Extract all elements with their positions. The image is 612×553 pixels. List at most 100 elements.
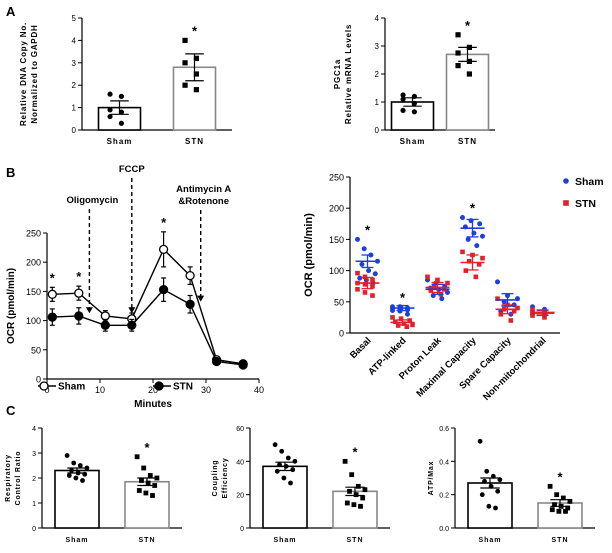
mtdna-point [107, 113, 113, 120]
atp-max-chart-svg: 0.0 0.2 0.4 0.6 Sham STN * ATP/Max [428, 426, 595, 544]
rcr-point [154, 475, 160, 481]
ocr-params-point-stn [530, 306, 535, 312]
ocr-params-point-sham [439, 296, 445, 302]
pgc1a-point [400, 96, 406, 102]
coupling-point [355, 483, 361, 489]
pgc1a-xlabel-stn: STN [458, 137, 477, 146]
ocr-params-point-stn [498, 311, 504, 317]
mtdna-ylabel: Relative DNA Copy No. [19, 22, 28, 126]
atp-max-point [560, 495, 566, 501]
ocr-params-ytick-label: 250 [329, 173, 344, 183]
coupling-point [272, 442, 278, 448]
coupling-ylabel: Coupling [212, 460, 219, 497]
ocr-params-point-sham [355, 236, 360, 242]
coupling-point [277, 462, 282, 468]
atp-max-point [556, 508, 562, 514]
panel-label-c: C [6, 403, 16, 418]
ocr-params-point-sham [372, 271, 378, 277]
pgc1a-point [455, 50, 461, 56]
mtdna-chart: 0 1 2 3 4 5 Sham STN * Relative DNA Copy No. Norma… [0, 0, 260, 160]
pgc1a-ylabel: PGC1a [333, 59, 342, 89]
ocr-params-ytick-label: 100 [329, 266, 344, 276]
coupling-ytick-label: 20 [236, 493, 244, 500]
injection-arrow-head [85, 307, 93, 314]
rcr-point [73, 475, 79, 481]
mtdna-ytick-label: 5 [72, 14, 77, 23]
coupling-point [292, 458, 298, 464]
rcr-xlabel-sham: Sham [65, 537, 88, 544]
ocr-params-point-sham [480, 233, 485, 239]
ocr-params-point-stn [355, 287, 360, 292]
atp-max-ylabel: ATP/Max [428, 461, 435, 496]
rcr-point [80, 478, 85, 483]
pgc1a-point [411, 100, 417, 106]
ocr-params-point-sham [495, 279, 500, 285]
mtdna-point [193, 55, 199, 61]
atp-max-point [479, 492, 485, 498]
ocr-params-ytick-label: 150 [329, 235, 344, 245]
panel-label-a: A [6, 4, 16, 19]
rcr-point [71, 460, 77, 466]
atp-max-significance: * [557, 469, 563, 484]
ocr-params-xlabel: Maximal Capacity [414, 335, 479, 400]
coupling-point [344, 500, 350, 506]
ocr-params-point-stn [466, 258, 472, 264]
atp-max-point [563, 508, 568, 514]
ocr-params-legend-label-stn: STN [575, 198, 596, 210]
ocr-params-point-stn [476, 262, 482, 267]
rcr-point [64, 453, 70, 458]
pgc1a-xlabel-sham: Sham [400, 137, 426, 146]
ocr-time-ytick-label: 250 [26, 229, 41, 239]
ocr-time-point-stn [74, 311, 84, 321]
mtdna-ytick-label: 3 [72, 59, 77, 68]
ocr-time-xtick-label: 20 [148, 385, 158, 395]
mtdna-significance: * [192, 23, 198, 38]
pgc1a-point [411, 109, 417, 115]
coupling-point [279, 448, 285, 454]
coupling-point [274, 468, 280, 474]
ocr-params-point-stn [445, 280, 450, 286]
ocr-time-xtick-label: 40 [254, 385, 264, 395]
atp-max-point [495, 488, 501, 494]
ocr-params-point-stn [463, 268, 469, 273]
ocr-params-point-stn [362, 282, 368, 287]
ocr-params-point-sham [477, 221, 483, 227]
ocr-params-point-sham [366, 268, 372, 274]
coupling-point [349, 472, 355, 478]
ocr-params-ytick-label: 0 [339, 329, 344, 339]
rcr-ylabel: Respiratory [5, 454, 12, 502]
pgc1a-point [400, 107, 406, 113]
ocr-params-point-stn [431, 283, 437, 289]
rcr-bar-stn [124, 480, 170, 529]
rcr-point [147, 473, 153, 478]
injection-label: FCCP [119, 164, 146, 175]
ocr-time-legend-marker [154, 381, 164, 391]
rcr-ytick-label: 4 [32, 426, 36, 433]
ocr-params-point-stn [404, 324, 410, 330]
mtdna-point [118, 93, 124, 99]
coupling-ytick-label: 40 [236, 459, 244, 466]
ocr-time-chart-svg: 0 50 100 150 200 250 0 10 20 30 40 Minutes OCR (pmol… [6, 164, 264, 410]
pgc1a-bar-stn [445, 53, 490, 131]
atp-max-ytick-label: 0.2 [439, 493, 449, 500]
coupling-xlabel-sham: Sham [273, 537, 296, 544]
coupling-point [283, 463, 289, 469]
coupling-point [351, 502, 357, 508]
mtdna-xlabel-sham: Sham [107, 137, 133, 146]
rcr-point [66, 473, 72, 478]
ocr-params-legend-marker [563, 200, 569, 206]
ocr-params-point-stn [428, 288, 434, 293]
atp-max-ytick-label: 0.0 [439, 526, 449, 533]
ocr-time-xtick-label: 0 [44, 385, 49, 395]
atp-max-point [565, 505, 571, 511]
rcr-point [82, 471, 88, 477]
rcr-point [75, 470, 81, 476]
ocr-params-point-sham [460, 215, 465, 221]
ocr-time-significance: * [50, 270, 56, 285]
ocr-params-point-stn [398, 316, 404, 321]
ocr-params-point-stn [495, 296, 500, 301]
mtdna-point [182, 60, 188, 66]
ocr-params-legend-marker [563, 178, 569, 184]
atp-max-point [567, 498, 573, 504]
mtdna-point [118, 120, 124, 126]
